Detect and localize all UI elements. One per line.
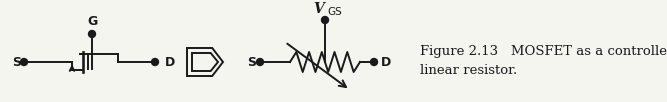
Text: G: G	[87, 15, 97, 28]
Text: S: S	[12, 55, 21, 69]
Text: linear resistor.: linear resistor.	[420, 64, 517, 76]
Polygon shape	[192, 53, 218, 71]
Circle shape	[257, 59, 263, 65]
Circle shape	[21, 59, 27, 65]
Text: V: V	[313, 2, 324, 16]
Circle shape	[151, 59, 159, 65]
Text: Figure 2.13   MOSFET as a controlled: Figure 2.13 MOSFET as a controlled	[420, 45, 667, 59]
Circle shape	[321, 17, 329, 23]
Text: D: D	[381, 55, 392, 69]
Circle shape	[370, 59, 378, 65]
Text: GS: GS	[327, 7, 342, 17]
Text: S: S	[247, 55, 256, 69]
Text: D: D	[165, 55, 175, 69]
Circle shape	[89, 30, 95, 38]
